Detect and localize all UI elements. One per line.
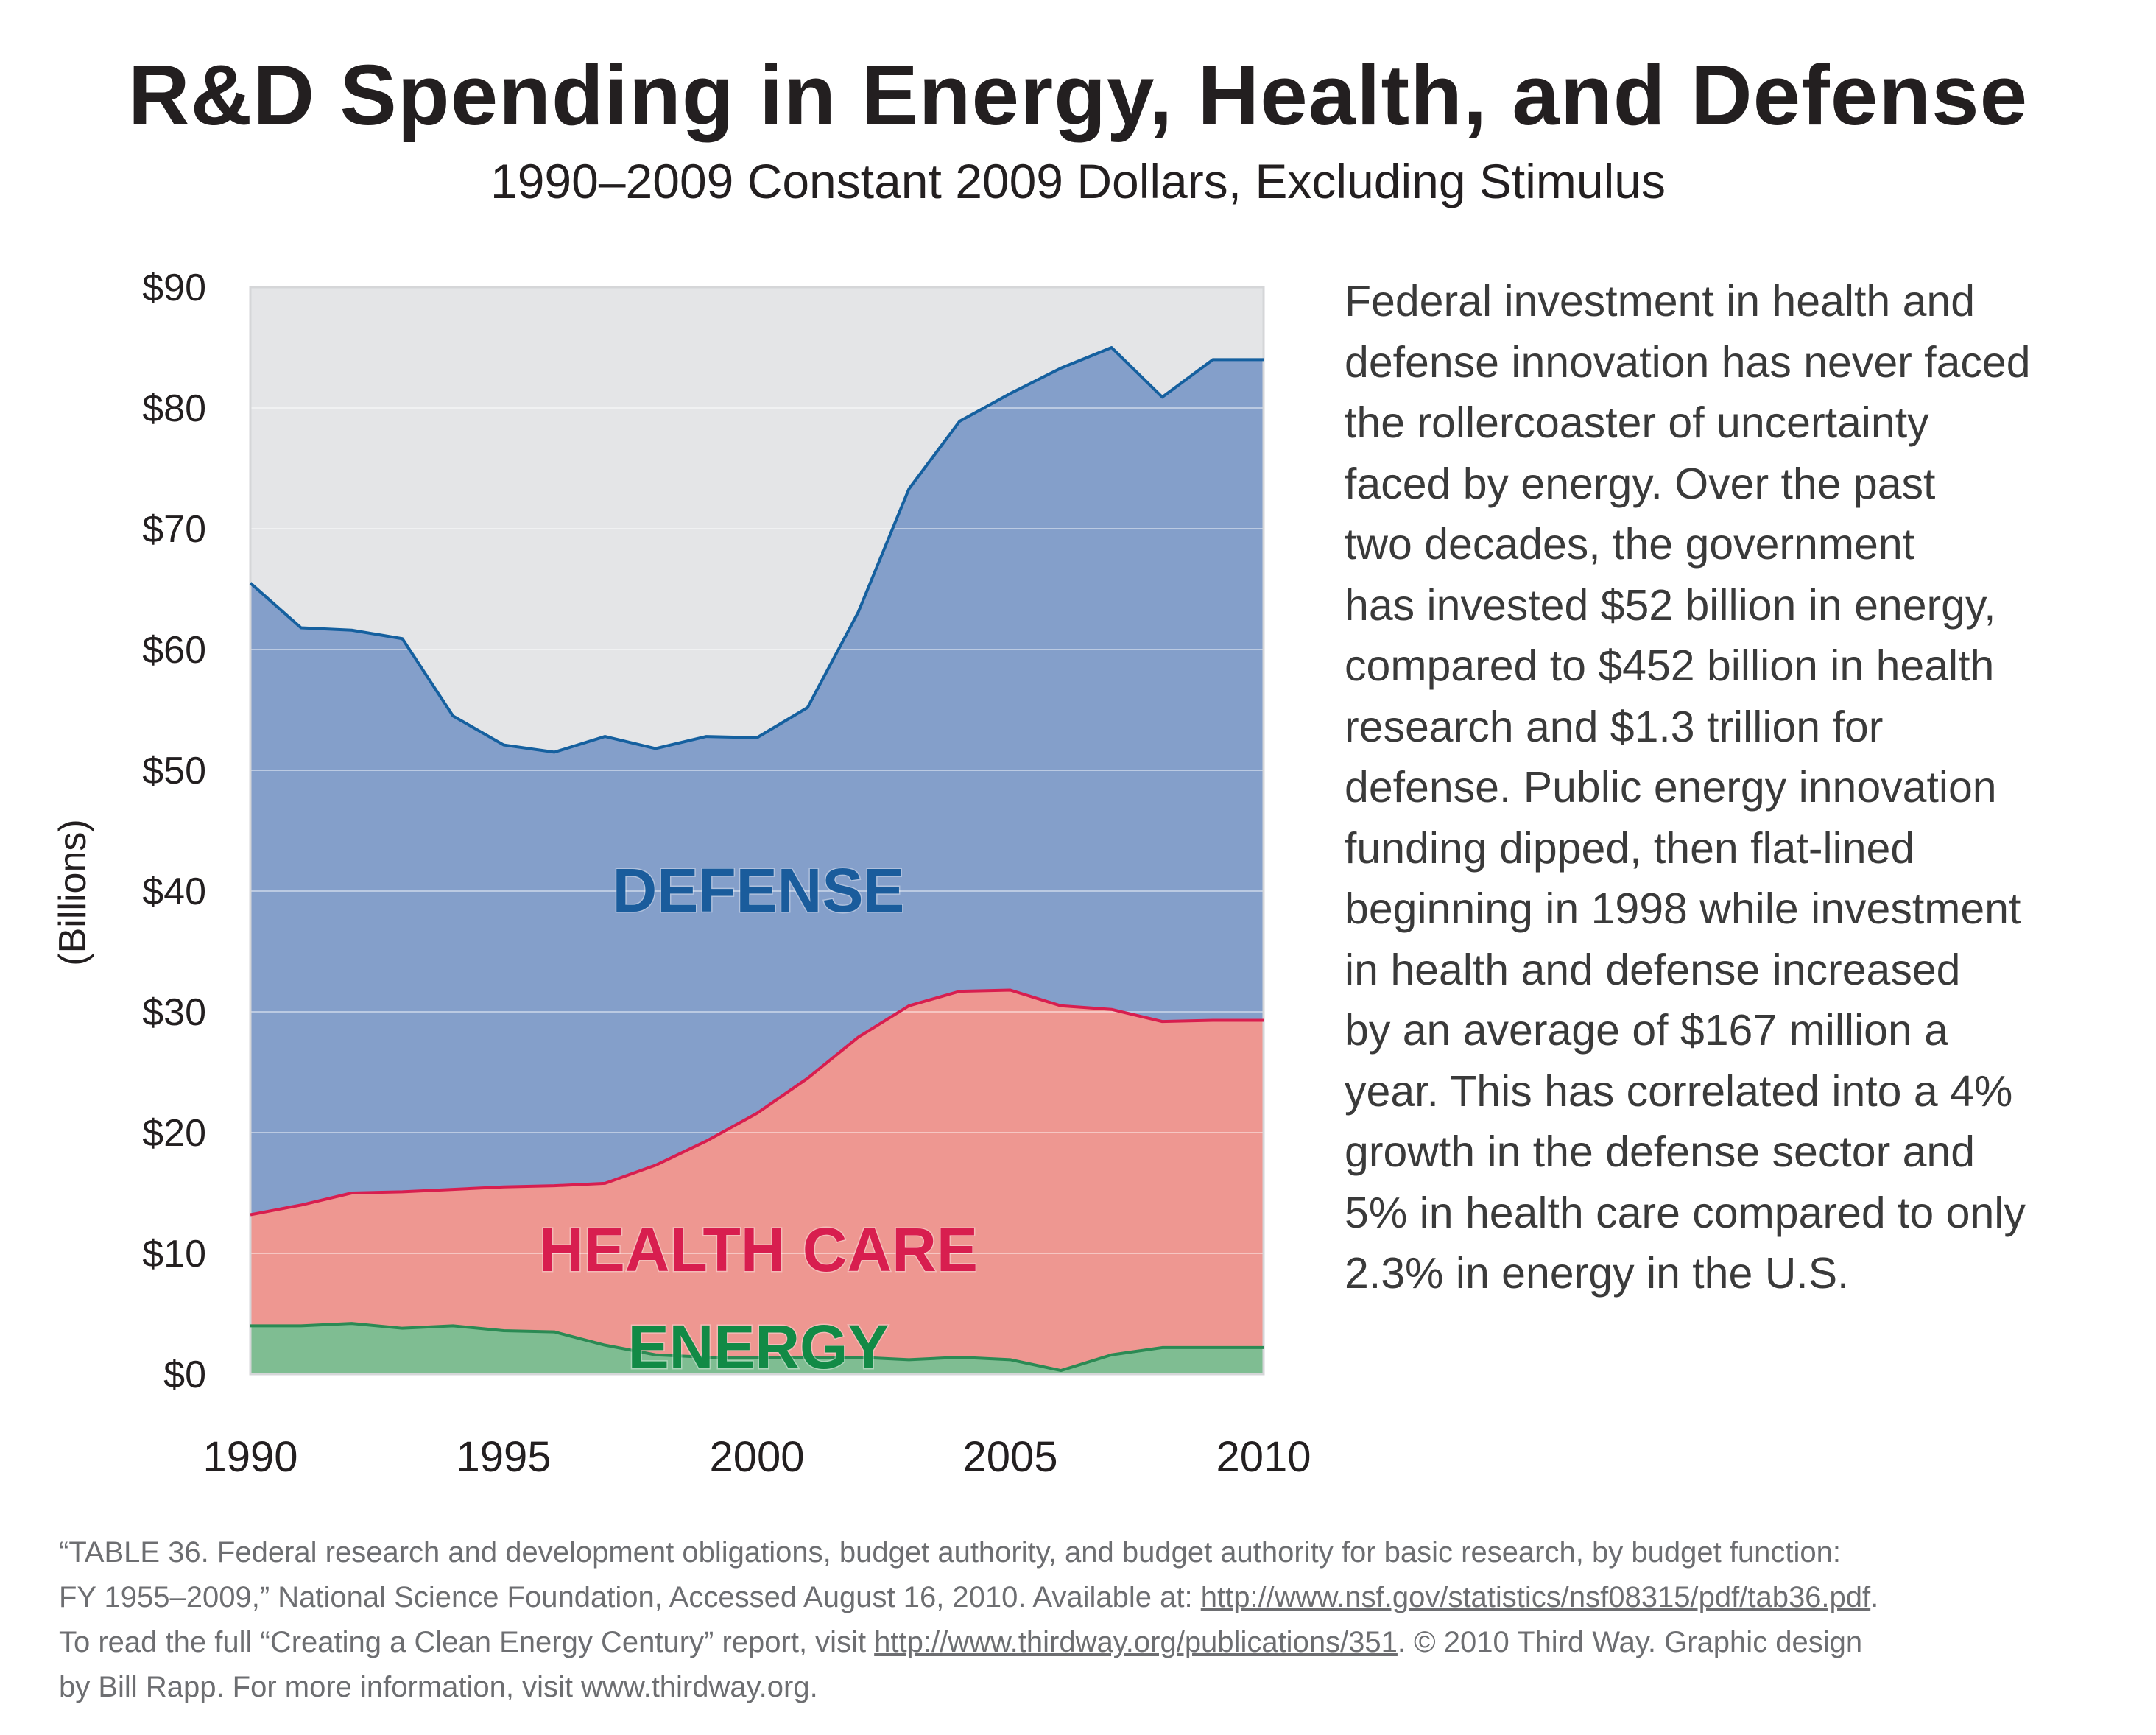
defense-area — [250, 348, 1264, 1215]
y-tick-label: $70 — [142, 508, 206, 551]
y-tick-label: $20 — [142, 1112, 206, 1155]
health-line — [250, 988, 1264, 1217]
y-tick-label: $80 — [142, 387, 206, 430]
x-tick-label: 2005 — [962, 1433, 1057, 1481]
chart-subtitle: 1990–2009 Constant 2009 Dollars, Excludi… — [490, 154, 1666, 208]
series-label-defense: DEFENSE — [613, 856, 905, 925]
side-text-line: research and $1.3 trillion for — [1345, 702, 1884, 751]
footnote-line-2: FY 1955–2009,” National Science Foundati… — [59, 1575, 2121, 1620]
side-text-line: two decades, the government — [1345, 520, 1915, 569]
y-axis-label: (Billions) — [52, 819, 94, 965]
series-lines — [249, 346, 1264, 1373]
footnote-line-4: by Bill Rapp. For more information, visi… — [59, 1671, 818, 1703]
x-axis-ticks: 1990 1995 2000 2005 2010 — [202, 1433, 1311, 1481]
x-tick-label: 2000 — [709, 1433, 804, 1481]
y-tick-label: $0 — [163, 1354, 206, 1396]
y-tick-label: $30 — [142, 991, 206, 1034]
side-text-line: the rollercoaster of uncertainty — [1345, 398, 1929, 447]
plot-frame — [249, 286, 1265, 1376]
chart-title: R&D Spending in Energy, Health, and Defe… — [127, 47, 2029, 143]
side-text-line: faced by energy. Over the past — [1345, 459, 1936, 508]
energy-line — [250, 1322, 1264, 1373]
footnote-text: FY 1955–2009,” National Science Foundati… — [59, 1581, 1201, 1613]
side-text-line: 2.3% in energy in the U.S. — [1345, 1249, 1850, 1298]
side-text-line: funding dipped, then flat-lined — [1345, 823, 1915, 873]
side-text-line: has invested $52 billion in energy, — [1345, 580, 1996, 630]
y-tick-label: $10 — [142, 1233, 206, 1275]
footnote-text: To read the full “Creating a Clean Energ… — [59, 1626, 875, 1658]
series-label-energy: ENERGY — [628, 1312, 889, 1382]
side-text-line: compared to $452 billion in health — [1345, 641, 1995, 690]
series-labels: DEFENSE HEALTH CARE ENERGY — [538, 855, 979, 1383]
side-text-line: Federal investment in health and — [1345, 277, 1976, 325]
source-footnote: “TABLE 36. Federal research and developm… — [59, 1530, 2121, 1710]
side-text-line: defense innovation has never faced — [1345, 337, 2031, 387]
thirdway-report-link[interactable]: http://www.thirdway.org/publications/351 — [874, 1626, 1398, 1658]
footnote-line-1: “TABLE 36. Federal research and developm… — [59, 1536, 1841, 1569]
side-text-line: year. This has correlated into a 4% — [1345, 1066, 2013, 1116]
health-area — [250, 990, 1264, 1371]
x-tick-label: 1995 — [456, 1433, 551, 1481]
y-tick-label: $60 — [142, 629, 206, 672]
side-text-line: by an average of $167 million a — [1345, 1006, 1948, 1055]
x-tick-label: 1990 — [202, 1433, 297, 1481]
defense-line — [249, 346, 1264, 754]
series-areas — [250, 348, 1264, 1374]
y-axis-ticks: $0 $10 $20 $30 $40 $50 $60 $70 $80 $90 — [142, 267, 206, 1396]
y-tick-label: $40 — [142, 870, 206, 913]
nsf-source-link[interactable]: http://www.nsf.gov/statistics/nsf08315/p… — [1200, 1581, 1871, 1613]
side-text-line: defense. Public energy innovation — [1345, 763, 1997, 812]
side-text-line: beginning in 1998 while investment — [1345, 884, 2021, 933]
series-label-health-care: HEALTH CARE — [539, 1215, 978, 1284]
side-text-line: in health and defense increased — [1345, 945, 1961, 994]
gridlines-overlay — [249, 286, 1265, 1376]
y-tick-label: $50 — [142, 750, 206, 792]
side-text-line: growth in the defense sector and — [1345, 1127, 1976, 1176]
y-tick-label: $90 — [142, 267, 206, 309]
energy-area — [250, 1323, 1264, 1374]
side-description: Federal investment in health and defense … — [1345, 271, 2140, 1304]
x-tick-label: 2010 — [1216, 1433, 1311, 1481]
side-text-line: 5% in health care compared to only — [1345, 1188, 2026, 1237]
footnote-text: . — [1870, 1581, 1879, 1613]
footnote-line-3: To read the full “Creating a Clean Energ… — [59, 1620, 2121, 1665]
footnote-text: . © 2010 Third Way. Graphic design — [1397, 1626, 1863, 1658]
